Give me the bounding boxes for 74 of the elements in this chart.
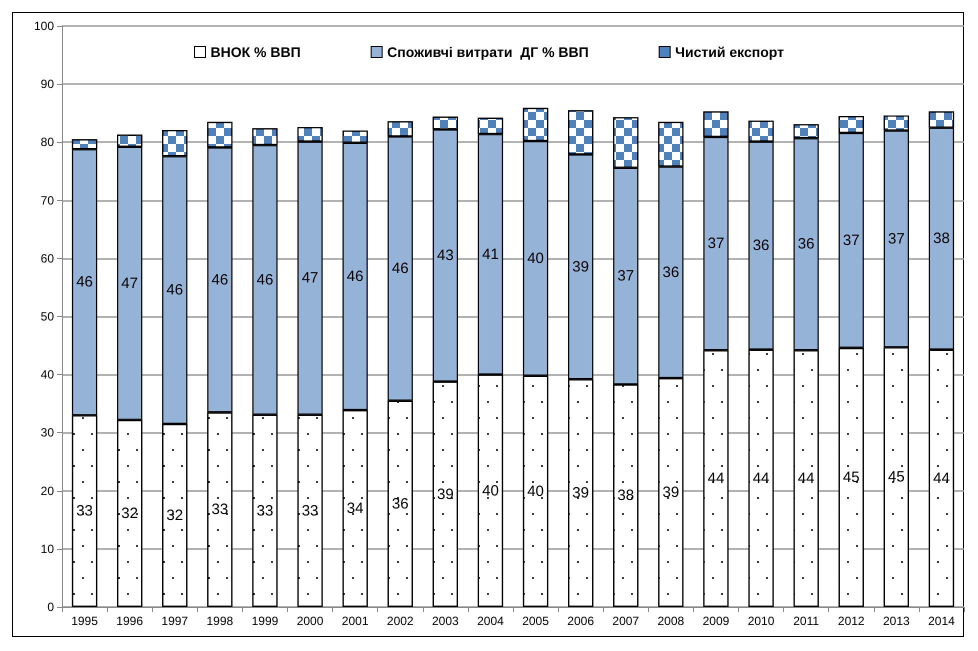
data-label: 36	[798, 236, 814, 253]
data-label: 33	[256, 502, 274, 520]
data-label: 47	[302, 270, 318, 287]
data-label: 38	[933, 230, 950, 248]
x-tick-label: 2010	[748, 614, 775, 628]
legend-label: ВНОК % ВВП	[210, 44, 301, 60]
data-label: 37	[617, 268, 634, 285]
data-label: 37	[708, 235, 724, 252]
data-label: 44	[798, 470, 814, 488]
data-label: 39	[572, 484, 589, 502]
x-tick-label: 2012	[838, 614, 865, 628]
x-tick-label: 2001	[342, 614, 369, 628]
data-label: 47	[121, 274, 138, 292]
data-label: 34	[346, 500, 364, 518]
x-tick-label: 2008	[658, 614, 685, 628]
x-tick-label: 2009	[702, 614, 730, 628]
data-label: 40	[527, 250, 544, 267]
y-tick-label: 80	[40, 135, 54, 150]
data-label: 46	[212, 271, 228, 288]
data-label: 46	[256, 271, 274, 288]
data-label: 38	[617, 487, 634, 504]
data-label: 37	[842, 232, 860, 249]
data-label: 33	[212, 501, 228, 518]
x-tick-label: 2005	[522, 614, 550, 628]
data-label: 36	[392, 495, 409, 512]
data-label: 36	[752, 237, 770, 254]
x-tick-label: 2006	[567, 614, 594, 628]
x-tick-label: 2014	[928, 614, 956, 628]
data-label: 39	[437, 486, 454, 503]
y-tick-label: 40	[40, 368, 54, 382]
data-label: 46	[346, 268, 364, 285]
data-label: 44	[708, 470, 724, 488]
data-label: 46	[392, 260, 409, 278]
data-label: 46	[76, 274, 93, 291]
y-tick-label: 30	[40, 426, 54, 440]
y-tick-label: 60	[40, 251, 54, 266]
data-label: 33	[302, 502, 318, 520]
x-tick-label: 2002	[386, 614, 414, 628]
data-label: 37	[888, 230, 905, 248]
y-tick-label: 100	[34, 19, 54, 33]
legend-label: Споживчі витрати ДГ % ВВП	[387, 44, 589, 60]
data-label: 40	[482, 482, 499, 500]
x-tick-label: 2000	[296, 614, 324, 628]
data-label: 33	[76, 502, 93, 520]
data-label: 45	[888, 468, 905, 486]
y-tick-label: 10	[40, 542, 54, 556]
data-label: 39	[662, 484, 680, 502]
data-label: 36	[662, 264, 680, 281]
x-tick-label: 1996	[116, 614, 144, 628]
y-tick-label: 70	[40, 193, 54, 208]
data-label: 45	[842, 468, 860, 486]
data-label: 41	[482, 246, 499, 263]
y-tick-label: 90	[40, 77, 54, 92]
x-tick-label: 2007	[612, 614, 640, 628]
data-label: 32	[166, 506, 184, 524]
x-tick-label: 1995	[71, 614, 98, 628]
x-tick-label: 1998	[206, 614, 234, 628]
data-label: 32	[121, 504, 138, 522]
data-label: 43	[437, 246, 454, 264]
data-label: 46	[166, 282, 184, 299]
x-tick-label: 2004	[477, 614, 504, 628]
x-tick-label: 2003	[432, 614, 460, 628]
y-tick-label: 0	[47, 600, 54, 614]
y-tick-label: 50	[40, 310, 54, 324]
x-tick-label: 2011	[793, 614, 820, 628]
y-tick-label: 20	[40, 484, 54, 498]
data-label: 44	[752, 470, 770, 487]
x-tick-label: 2013	[883, 614, 910, 628]
x-tick-label: 1997	[161, 614, 188, 628]
data-label: 40	[527, 482, 544, 500]
x-tick-label: 1999	[252, 614, 279, 628]
data-label: 44	[933, 470, 950, 487]
data-label: 39	[572, 258, 589, 276]
legend-label: Чистий експорт	[675, 44, 784, 60]
